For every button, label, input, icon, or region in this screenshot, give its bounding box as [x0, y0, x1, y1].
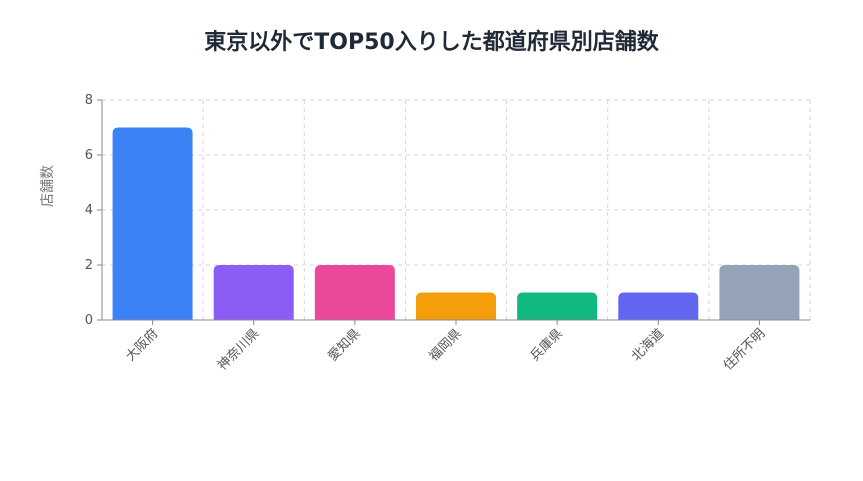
x-tick-label: 大阪府: [123, 326, 161, 364]
bars: [112, 127, 800, 320]
grid-lines: [101, 99, 811, 321]
bar-4: [416, 292, 496, 320]
axes: [97, 99, 810, 325]
x-tick-label: 住所不明: [721, 326, 768, 373]
y-tick-label: 4: [85, 203, 93, 218]
x-tick-label: 兵庫県: [528, 326, 566, 364]
chart-title: 東京以外でTOP50入りした都道府県別店舗数: [204, 30, 659, 55]
bar-3: [314, 265, 395, 320]
x-tick-label: 愛知県: [325, 326, 364, 365]
y-tick-label: 0: [85, 313, 93, 328]
y-tick-labels: 0 2 4 6 8: [85, 93, 93, 328]
bar-1: [112, 127, 193, 320]
bar-2: [213, 265, 294, 320]
y-tick-label: 2: [85, 258, 93, 273]
y-tick-label: 8: [85, 93, 93, 108]
bar-5: [517, 292, 598, 320]
x-tick-label: 北海道: [629, 326, 667, 364]
y-axis-label: 店舗数: [40, 165, 56, 207]
bar-7: [719, 265, 800, 320]
x-tick-labels: 大阪府 神奈川県 愛知県 福岡県 兵庫県 北海道 住所不明: [123, 326, 768, 374]
x-tick-label: 福岡県: [427, 326, 465, 364]
y-tick-label: 6: [85, 148, 93, 163]
bar-6: [618, 292, 699, 320]
x-tick-label: 神奈川県: [215, 326, 262, 373]
